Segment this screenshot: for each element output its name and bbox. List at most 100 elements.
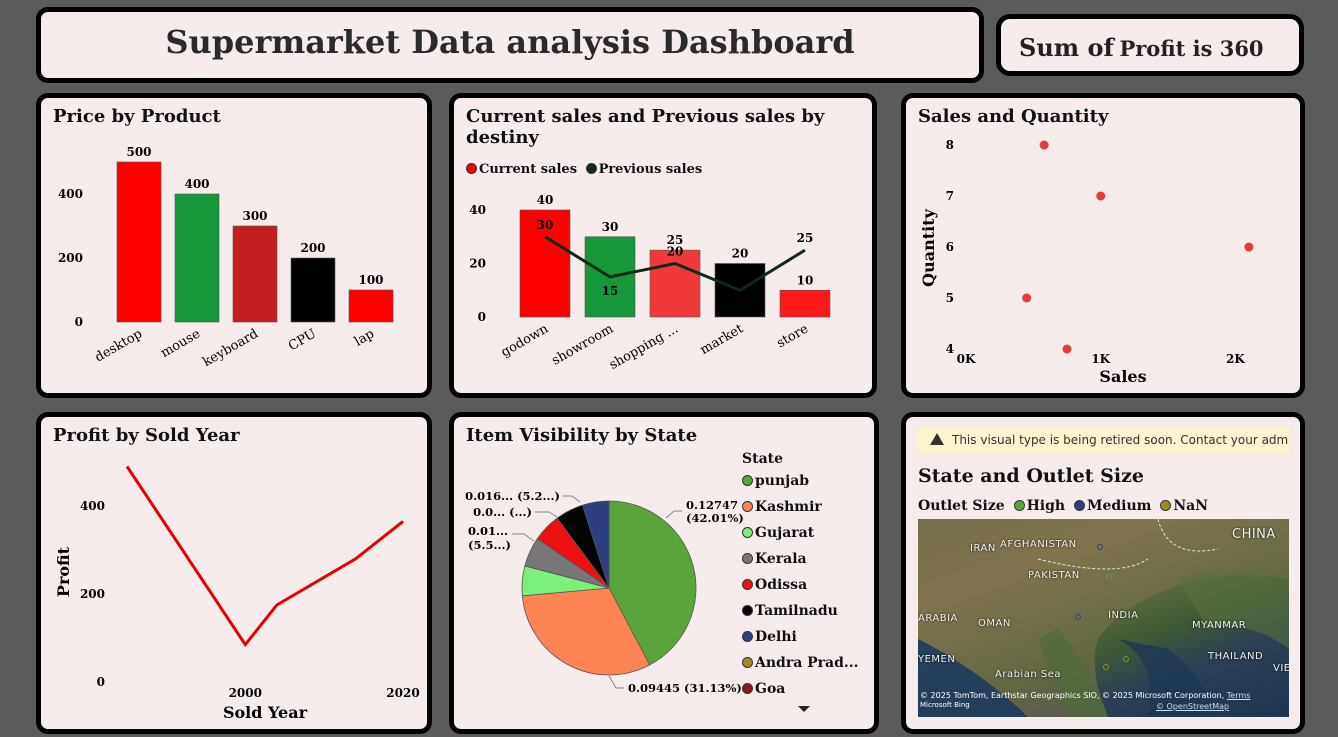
bar — [232, 225, 278, 323]
pie-data-label: 0.01... — [468, 524, 508, 538]
price-by-product-chart[interactable]: 0 200 400 500 desktop 400 mouse 300 keyboard 200 C… — [41, 98, 427, 393]
current-sales-bar — [519, 209, 571, 318]
x-axis-label: Sales — [1099, 367, 1146, 386]
legend-label: punjab — [755, 473, 810, 489]
outlet-marker[interactable] — [1103, 664, 1109, 670]
state-legend-item[interactable]: Delhi — [742, 629, 797, 645]
profit-by-year-card[interactable]: Profit by Sold Year 0 200 400 2000 2020 Sold … — [36, 412, 432, 734]
map-label: THAILAND — [1208, 651, 1264, 662]
map-label: VIE — [1273, 663, 1289, 674]
title-card: Supermarket Data analysis Dashboard — [36, 7, 984, 83]
outlet-marker[interactable] — [1097, 544, 1103, 550]
x-tick-label: 2020 — [386, 686, 419, 700]
state-legend-item[interactable]: punjab — [742, 473, 809, 489]
map-label: OMAN — [978, 618, 1011, 629]
legend-dot — [742, 527, 753, 538]
previous-sales-label: 25 — [797, 231, 814, 245]
item-visibility-chart[interactable]: 0.12747(42.01%) 0.09445 (31.13%) 0.016... … — [454, 417, 744, 729]
y-tick-label: 200 — [80, 587, 105, 601]
kpi-prefix: Sum of — [1019, 33, 1114, 62]
state-legend-item[interactable]: Gujarat — [742, 525, 814, 541]
item-visibility-card[interactable]: Item Visibility by State 0.12747 (42.01%)… — [449, 412, 879, 734]
outlet-map[interactable]: CHINA IRAN AFGHANISTAN PAKISTAN INDIA ARABIA O… — [918, 519, 1289, 717]
current-sales-bar — [779, 289, 831, 318]
state-legend-item[interactable]: Goa — [742, 681, 785, 697]
scatter-point — [1096, 191, 1106, 201]
sales-quantity-card[interactable]: Sales and Quantity 4 5 6 7 8 0K 1K 2K Sales Quant… — [901, 93, 1305, 398]
leader-line — [665, 510, 682, 519]
y-axis-label: Quantity — [919, 208, 938, 286]
current-sales-label: 20 — [732, 247, 749, 261]
state-legend-item[interactable]: Odissa — [742, 577, 807, 593]
y-tick-label: 4 — [946, 342, 954, 356]
sales-quantity-chart[interactable]: 4 5 6 7 8 0K 1K 2K Sales Quantity — [906, 98, 1300, 393]
outlet-marker[interactable] — [1075, 614, 1081, 620]
leader-line — [535, 511, 558, 518]
previous-sales-label: 30 — [537, 218, 554, 232]
scatter-point — [1022, 293, 1032, 303]
medium-legend-label: Medium — [1086, 498, 1152, 514]
x-tick-label: store — [774, 321, 811, 351]
state-legend-item[interactable]: Tamilnadu — [742, 603, 838, 619]
map-label: INDIA — [1108, 610, 1139, 621]
high-legend-label: High — [1026, 498, 1066, 514]
y-tick-label: 0 — [75, 315, 83, 329]
state-legend: State punjab Kashmir Gujarat Kerala Odissa Ta… — [742, 451, 872, 721]
current-sales-legend-dot — [466, 163, 477, 174]
y-tick-label: 0 — [478, 310, 486, 324]
terms-link[interactable]: Terms — [1226, 691, 1251, 700]
kpi-value: Profit is 360 — [1119, 36, 1264, 61]
x-axis-label: Sold Year — [223, 703, 308, 722]
openstreetmap-link[interactable]: © OpenStreetMap — [1156, 702, 1230, 711]
outlet-size-legend-title: Outlet Size — [918, 498, 1005, 514]
previous-sales-legend-dot — [585, 163, 597, 174]
price-by-product-card[interactable]: Price by Product 0 200 400 500 desktop 400 mou… — [36, 93, 432, 398]
pie-data-label: 0.09445 (31.13%) — [628, 681, 742, 695]
state-legend-item[interactable]: Kashmir — [742, 499, 822, 515]
pie-data-label: (5.5...) — [468, 538, 511, 552]
state-legend-item[interactable]: Kerala — [742, 551, 807, 567]
current-sales-label: 10 — [797, 273, 814, 287]
outlet-marker[interactable] — [1106, 574, 1112, 580]
legend-label: Odissa — [755, 577, 808, 593]
x-tick-label: shopping ... — [607, 321, 681, 372]
legend-dot — [742, 553, 753, 564]
map-label: PAKISTAN — [1028, 570, 1080, 581]
outlet-marker[interactable] — [1123, 656, 1129, 662]
sales-by-destiny-chart[interactable]: 0 20 40 40 godown 30 showroom 25 shopping ... 20 m… — [454, 98, 872, 393]
legend-scroll-down-icon[interactable] — [798, 706, 810, 712]
bar — [174, 193, 220, 323]
legend-dot — [742, 657, 753, 668]
sales-quantity-title: Sales and Quantity — [918, 106, 1109, 127]
legend-dot — [742, 631, 753, 642]
map-label: ARABIA — [918, 613, 958, 624]
legend-label: Tamilnadu — [755, 603, 838, 619]
x-tick-label: 0K — [957, 352, 976, 366]
sales-legend: Current sales Previous sales — [466, 162, 702, 177]
state-outlet-card[interactable]: This visual type is being retired soon. … — [901, 412, 1305, 734]
kpi-text: Sum of Profit is 360 — [1019, 33, 1264, 62]
profit-by-year-chart[interactable]: 0 200 400 2000 2020 Sold Year Profit — [41, 417, 427, 729]
state-legend-item[interactable]: Andra Prad... — [742, 655, 859, 671]
x-tick-label: 2000 — [229, 686, 262, 700]
previous-sales-line — [544, 235, 806, 292]
bar — [348, 289, 394, 323]
pie-data-label: 0.0... (...) — [473, 505, 532, 519]
x-tick-label: desktop — [93, 326, 145, 365]
data-label: 100 — [358, 273, 383, 287]
x-tick-label: keyboard — [200, 326, 261, 370]
current-sales-label: 25 — [667, 233, 684, 247]
y-tick-label: 20 — [469, 257, 486, 271]
attribution-text: © 2025 TomTom, Earthstar Geographics SIO… — [920, 691, 1225, 700]
map-label: CHINA — [1232, 527, 1276, 542]
data-label: 200 — [300, 241, 325, 255]
leader-line — [608, 675, 624, 689]
bing-logo: Microsoft Bing — [920, 701, 970, 709]
previous-sales-label: 10 — [732, 271, 749, 285]
sales-by-destiny-card[interactable]: Current sales and Previous sales by dest… — [449, 93, 877, 398]
legend-dot — [742, 475, 753, 486]
outlet-size-legend: Outlet Size High Medium NaN — [918, 498, 1208, 514]
legend-label: Kerala — [755, 551, 807, 567]
legend-label: Delhi — [755, 629, 797, 645]
item-visibility-title: Item Visibility by State — [466, 425, 698, 446]
